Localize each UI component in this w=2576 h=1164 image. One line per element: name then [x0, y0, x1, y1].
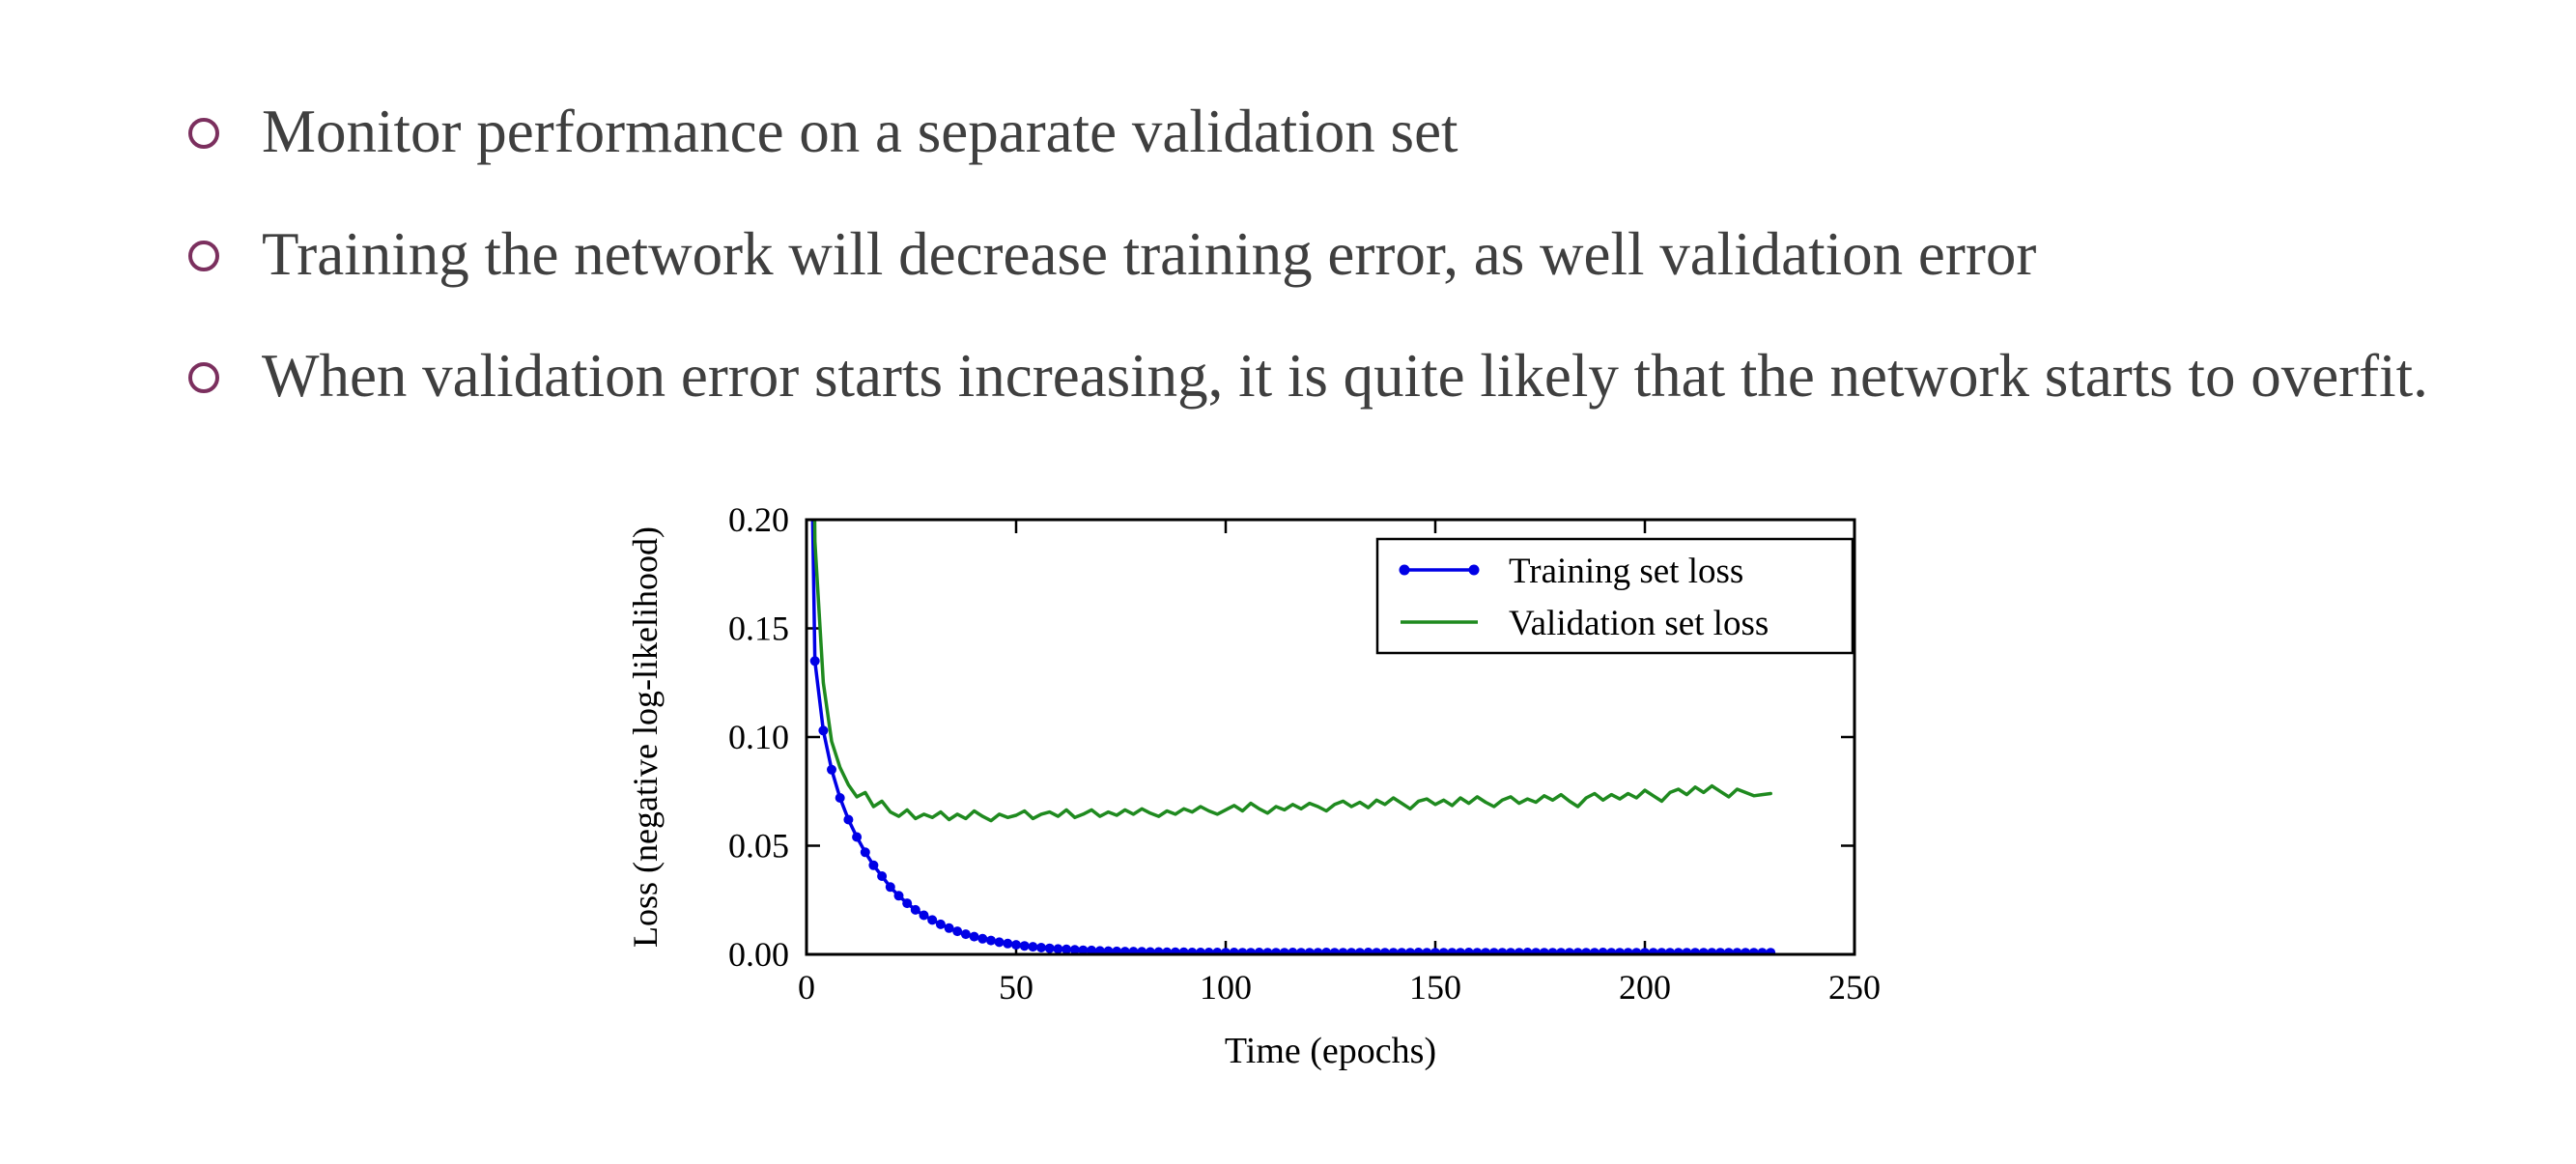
x-tick-label: 250 [1828, 968, 1881, 1007]
loss-chart: 0.00 0.05 0.10 0.15 0.20 0 50 100 150 200 250 Train… [626, 500, 1881, 1071]
y-tick-label: 0.00 [728, 935, 789, 974]
loss-chart-figure: 0.00 0.05 0.10 0.15 0.20 0 50 100 150 200 250 Train… [618, 491, 1970, 1109]
bullet-text: When validation error starts increasing,… [262, 342, 2428, 411]
x-tick-label: 50 [999, 968, 1033, 1007]
legend: Training set loss Validation set loss [1375, 537, 1854, 655]
bullet-text: Monitor performance on a separate valida… [262, 98, 1458, 165]
circle-bullet-icon [188, 118, 219, 149]
bullet-text: Training the network will decrease train… [262, 219, 2037, 288]
x-axis-label: Time (epochs) [1225, 1031, 1436, 1071]
y-tick-label: 0.10 [728, 718, 789, 756]
bullet-item: Monitor performance on a separate valida… [188, 93, 2429, 171]
y-tick-label: 0.05 [728, 827, 789, 866]
x-tick-label: 200 [1619, 968, 1671, 1007]
circle-bullet-icon [188, 240, 219, 271]
y-tick-label: 0.15 [728, 610, 789, 648]
bullet-list: Monitor performance on a separate valida… [188, 93, 2429, 460]
x-tick-label: 150 [1409, 968, 1461, 1007]
validation-loss-series [812, 520, 1772, 823]
x-tick-label: 0 [798, 968, 815, 1007]
y-axis-label: Loss (negative log-likelihood) [626, 526, 665, 948]
x-tick-label: 100 [1200, 968, 1252, 1007]
plot-frame [805, 518, 1856, 956]
legend-label: Validation set loss [1509, 604, 1769, 643]
axes-ticks: 0.00 0.05 0.10 0.15 0.20 0 50 100 150 200 250 [728, 500, 1881, 1007]
bullet-item: Training the network will decrease train… [188, 215, 2429, 294]
training-loss-series [809, 520, 1776, 954]
legend-label: Training set loss [1509, 552, 1743, 591]
bullet-item: When validation error starts increasing,… [188, 337, 2429, 415]
circle-bullet-icon [188, 362, 219, 394]
y-tick-label: 0.20 [728, 500, 789, 539]
